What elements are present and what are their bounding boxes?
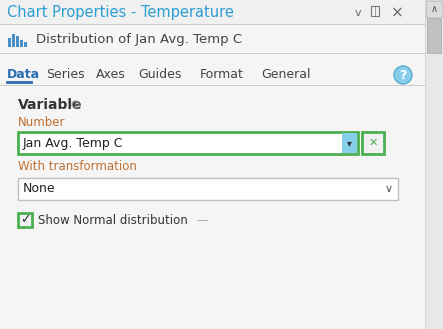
Bar [24,42,27,47]
Bar [18,178,398,200]
Text: Number: Number [18,115,66,129]
Bar [426,1,442,17]
Text: Chart Properties - Temperature: Chart Properties - Temperature [7,6,234,20]
Bar [371,6,379,16]
Text: None: None [23,183,56,195]
Text: General: General [261,68,311,81]
Text: —: — [196,215,207,225]
Text: v: v [355,8,361,18]
Bar [342,133,357,153]
Text: ⚙: ⚙ [70,98,81,112]
Bar [20,40,23,47]
Text: Distribution of Jan Avg. Temp C: Distribution of Jan Avg. Temp C [36,34,242,46]
Text: With transformation: With transformation [18,161,137,173]
Text: ?: ? [399,69,407,82]
Bar [18,213,32,227]
Text: Data: Data [7,68,40,81]
Bar [12,34,15,47]
Bar [16,36,19,47]
Text: ✕: ✕ [368,138,378,148]
Text: Axes: Axes [96,68,126,81]
Text: ∧: ∧ [431,4,438,14]
Bar [18,132,358,154]
Bar [0,0,425,24]
Text: Series: Series [46,68,85,81]
Text: Format: Format [200,68,244,81]
Bar [8,38,11,47]
Bar [425,0,443,329]
Text: Guides: Guides [138,68,181,81]
Text: |: | [373,6,377,16]
Text: Variable: Variable [18,98,82,112]
Text: Jan Avg. Temp C: Jan Avg. Temp C [23,137,124,149]
Text: ×: × [391,6,404,20]
Text: Show Normal distribution: Show Normal distribution [38,214,188,226]
Bar [427,18,441,53]
Text: ▾: ▾ [346,138,351,148]
Bar [362,132,384,154]
Text: ✓: ✓ [20,214,30,226]
Circle shape [394,66,412,84]
Text: ∨: ∨ [385,184,393,194]
